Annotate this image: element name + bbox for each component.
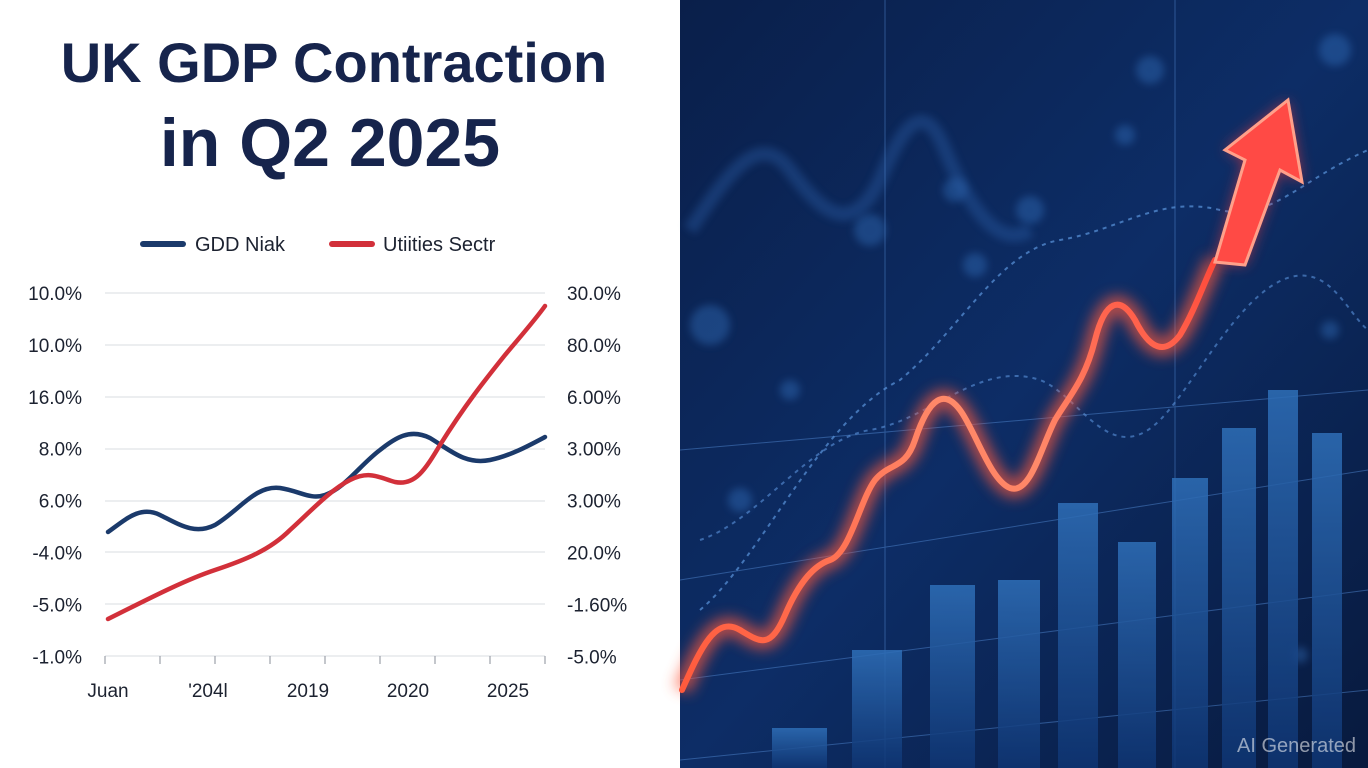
right-axis: 30.0% 80.0% 6.00% 3.00% 3.00% 20.0% -1.60% -5.0… [567, 284, 627, 668]
legend-label: GDD Niak [195, 234, 286, 256]
illustration [673, 0, 1368, 768]
x-tick-label: '204l [188, 681, 228, 702]
x-tick-label: 2020 [387, 681, 429, 702]
series-line [105, 303, 548, 622]
y2-tick-label: -1.60% [567, 595, 627, 616]
y2-tick-label: 3.00% [567, 440, 621, 461]
y-tick-label: 10.0% [28, 336, 82, 357]
y2-tick-label: 80.0% [567, 336, 621, 357]
y2-tick-label: 3.00% [567, 492, 621, 513]
y-tick-label: 6.0% [39, 492, 82, 513]
y-tick-label: 10.0% [28, 284, 82, 305]
legend-label: Utiities Sectr [383, 234, 496, 256]
left-panel [0, 0, 680, 768]
y2-tick-label: 30.0% [567, 284, 621, 305]
y2-tick-label: -5.0% [567, 647, 617, 668]
y-tick-label: -4.0% [32, 544, 82, 565]
title-line: in Q2 2025 [160, 105, 500, 181]
y2-tick-label: 20.0% [567, 544, 621, 565]
y-tick-label: 8.0% [39, 440, 82, 461]
x-tick-label: Juan [87, 681, 128, 702]
title-line: UK GDP Contraction [61, 31, 608, 94]
watermark: AI Generated [1237, 735, 1356, 757]
left-axis: 10.0% 10.0% 16.0% 8.0% 6.0% -4.0% -5.0% -1.0% [28, 284, 82, 668]
x-tick-label: 2025 [487, 681, 529, 702]
x-tick-label: 2019 [287, 681, 329, 702]
y2-tick-label: 6.00% [567, 388, 621, 409]
y-tick-label: -1.0% [32, 647, 82, 668]
y-tick-label: -5.0% [32, 595, 82, 616]
x-axis: Juan '204l 2019 2020 2025 [87, 656, 546, 702]
y-tick-label: 16.0% [28, 388, 82, 409]
